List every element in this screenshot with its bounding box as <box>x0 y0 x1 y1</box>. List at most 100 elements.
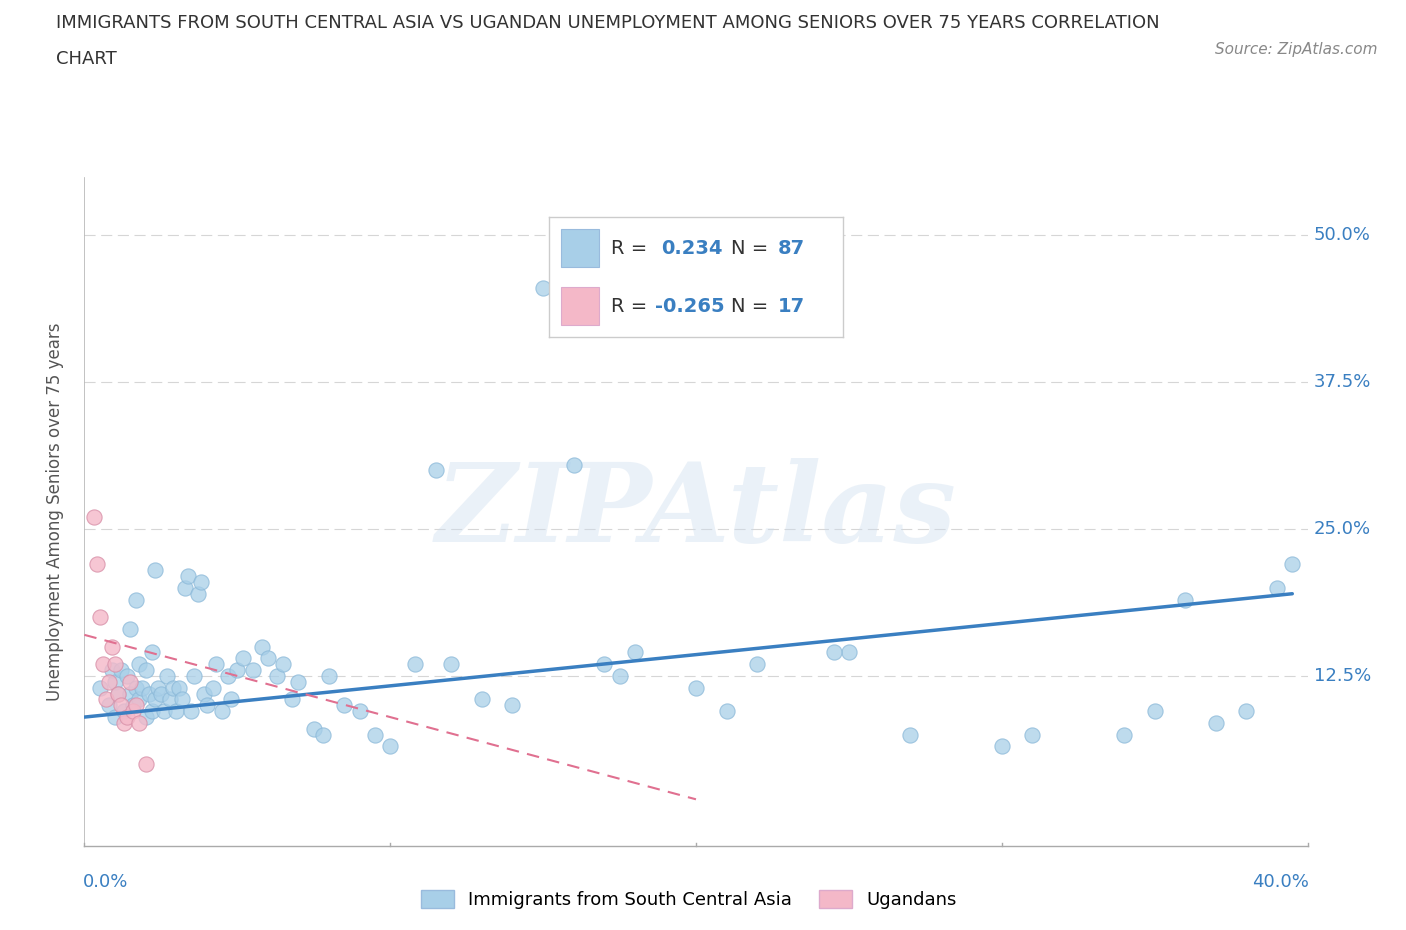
Text: CHART: CHART <box>56 50 117 68</box>
Point <box>110 663 132 678</box>
Point <box>531 281 554 296</box>
Point <box>318 669 340 684</box>
Point <box>146 680 169 695</box>
Point <box>593 657 616 671</box>
Point <box>287 674 309 689</box>
Point <box>128 657 150 671</box>
Point <box>1021 727 1043 742</box>
Point <box>364 727 387 742</box>
Point <box>624 645 647 660</box>
Point <box>153 704 176 719</box>
Point <box>138 686 160 701</box>
Point <box>112 704 135 719</box>
Point <box>125 680 148 695</box>
Point <box>125 592 148 607</box>
Point <box>186 586 208 601</box>
Text: Source: ZipAtlas.com: Source: ZipAtlas.com <box>1215 42 1378 57</box>
Point <box>89 610 111 625</box>
Point <box>172 692 194 707</box>
Point <box>205 657 228 671</box>
Point <box>716 704 738 719</box>
Text: N =: N = <box>731 297 775 315</box>
Point <box>219 692 242 707</box>
Point <box>183 669 205 684</box>
Point <box>257 651 280 666</box>
Text: 17: 17 <box>778 297 806 315</box>
Bar <box>561 286 599 326</box>
Point <box>128 715 150 730</box>
Point <box>180 704 202 719</box>
Point <box>380 739 402 754</box>
Point <box>991 739 1014 754</box>
Text: ZIPAtlas: ZIPAtlas <box>436 458 956 565</box>
Point <box>156 669 179 684</box>
Point <box>685 680 707 695</box>
Point <box>101 663 124 678</box>
Point <box>266 669 288 684</box>
Point <box>177 568 200 583</box>
Point <box>135 757 157 772</box>
Point <box>898 727 921 742</box>
Point <box>1114 727 1136 742</box>
Point <box>1174 592 1197 607</box>
Point <box>128 692 150 707</box>
Point <box>120 621 142 636</box>
Point <box>174 580 197 595</box>
Point <box>122 704 145 719</box>
Point <box>404 657 426 671</box>
Point <box>122 698 145 712</box>
Point <box>104 674 127 689</box>
Point <box>89 680 111 695</box>
Point <box>91 657 114 671</box>
Point <box>149 686 172 701</box>
Text: 0.0%: 0.0% <box>83 873 128 891</box>
Text: 40.0%: 40.0% <box>1251 873 1309 891</box>
Point <box>838 645 860 660</box>
Point <box>167 680 190 695</box>
Point <box>747 657 769 671</box>
Text: -0.265: -0.265 <box>655 297 724 315</box>
Point <box>1281 557 1303 572</box>
Text: N =: N = <box>731 239 775 258</box>
Point <box>141 704 163 719</box>
Point <box>110 698 132 712</box>
Point <box>107 686 129 701</box>
Point <box>302 722 325 737</box>
Point <box>131 680 153 695</box>
Point <box>349 704 371 719</box>
Point <box>250 639 273 654</box>
Point <box>107 686 129 701</box>
Point <box>195 698 218 712</box>
Point <box>135 663 157 678</box>
Point <box>143 692 166 707</box>
Point <box>101 639 124 654</box>
Point <box>120 674 142 689</box>
Text: 37.5%: 37.5% <box>1313 373 1371 392</box>
Point <box>115 669 138 684</box>
Point <box>440 657 463 671</box>
Point <box>823 645 845 660</box>
Point <box>190 575 212 590</box>
Point <box>502 698 524 712</box>
Point <box>333 698 356 712</box>
Text: R =: R = <box>610 297 654 315</box>
Point <box>226 663 249 678</box>
Point <box>112 715 135 730</box>
Point <box>1143 704 1166 719</box>
Y-axis label: Unemployment Among Seniors over 75 years: Unemployment Among Seniors over 75 years <box>45 323 63 700</box>
Point <box>165 704 187 719</box>
Text: 12.5%: 12.5% <box>1313 667 1371 685</box>
Point <box>1265 580 1288 595</box>
Point <box>425 463 447 478</box>
Point <box>193 686 215 701</box>
Point <box>94 692 117 707</box>
Point <box>609 669 631 684</box>
Point <box>159 692 181 707</box>
Point <box>162 680 184 695</box>
Point <box>104 657 127 671</box>
Point <box>97 698 120 712</box>
Point <box>232 651 254 666</box>
Point <box>83 510 105 525</box>
Point <box>271 657 294 671</box>
Point <box>143 563 166 578</box>
